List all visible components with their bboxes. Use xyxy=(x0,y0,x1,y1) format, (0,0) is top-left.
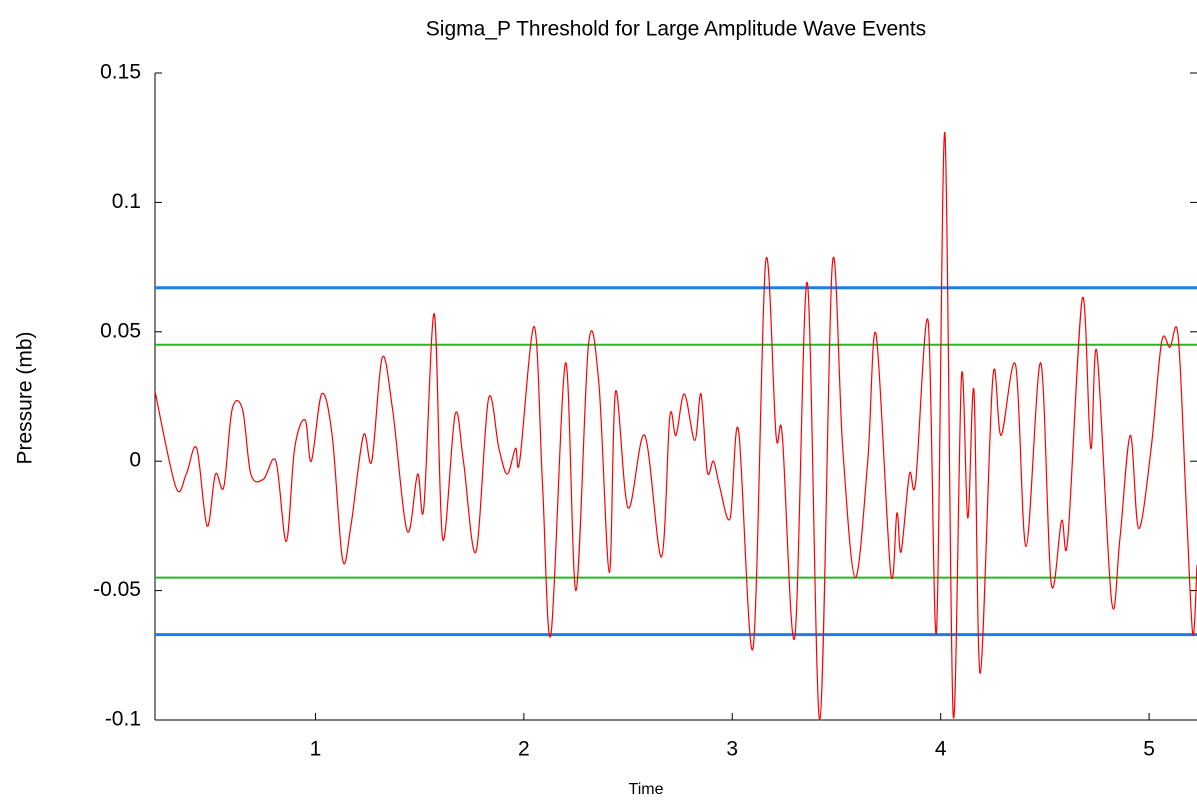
y-tick-label: 0 xyxy=(129,449,141,472)
y-tick-label: 0.1 xyxy=(112,190,141,213)
y-tick-label: -0.05 xyxy=(93,578,141,601)
x-tick-label: 1 xyxy=(310,738,322,761)
data-line xyxy=(154,131,1197,721)
y-tick-label: 0.05 xyxy=(100,319,141,342)
chart-title: Sigma_P Threshold for Large Amplitude Wa… xyxy=(426,18,926,41)
x-tick-label: 4 xyxy=(935,738,947,761)
x-tick-label: 5 xyxy=(1143,738,1155,761)
y-tick-label: 0.15 xyxy=(100,61,141,84)
y-tick-label: -0.1 xyxy=(105,708,141,731)
y-axis-label: Pressure (mb) xyxy=(14,331,37,464)
x-tick-label: 2 xyxy=(518,738,530,761)
x-tick-label: 3 xyxy=(726,738,738,761)
x-axis-label: Time xyxy=(629,781,664,798)
